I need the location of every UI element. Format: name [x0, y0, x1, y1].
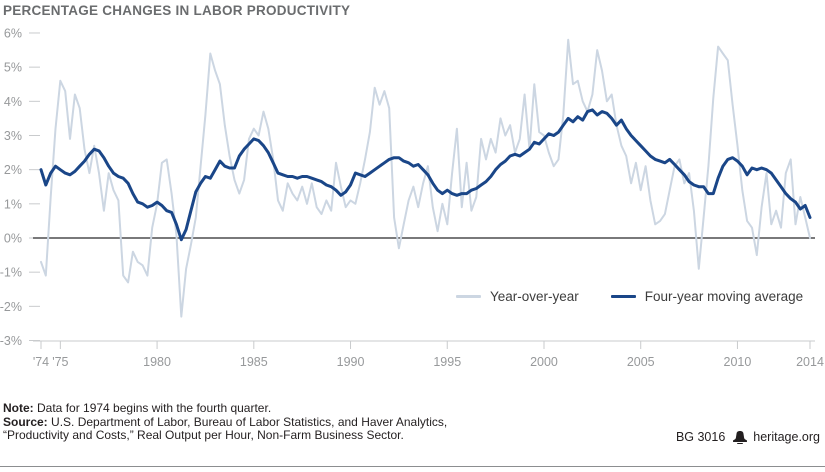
legend-item-moving-average: Four-year moving average — [610, 289, 804, 304]
yoy-series-line — [40, 38, 811, 318]
x-axis-label: 2014 — [796, 355, 824, 369]
site-name: heritage.org — [753, 430, 820, 444]
legend-item-year-over-year: Year-over-year — [456, 289, 579, 304]
source-line-2: “Productivity and Costs,” Real Output pe… — [3, 428, 447, 443]
source-text-2: “Productivity and Costs,” Real Output pe… — [3, 428, 404, 442]
y-axis-label: 3% — [4, 129, 22, 143]
y-axis-label: -1% — [0, 266, 22, 280]
legend-label-ma: Four-year moving average — [644, 289, 804, 304]
x-axis-label: 1995 — [433, 355, 461, 369]
note-line: Note: Data for 1974 begins with the four… — [3, 401, 447, 416]
y-axis-label: -2% — [0, 300, 22, 314]
x-axis-label: 2000 — [530, 355, 558, 369]
branding: BG 3016 heritage.org — [676, 430, 820, 444]
y-axis-label: -3% — [0, 334, 22, 348]
source-line-1: Source: U.S. Department of Labor, Bureau… — [3, 414, 448, 430]
heritage-bell-icon — [733, 430, 748, 444]
legend-label-yoy: Year-over-year — [490, 289, 579, 304]
x-axis-label: 2005 — [627, 355, 655, 369]
x-axis-label: '74 — [33, 355, 49, 369]
x-axis-label: 1985 — [240, 355, 268, 369]
document-id: BG 3016 — [675, 430, 726, 444]
y-axis-label: 0% — [4, 232, 22, 246]
yoy-line-swatch-icon — [456, 295, 481, 298]
source-text-1: U.S. Department of Labor, Bureau of Labo… — [47, 414, 448, 429]
footer-notes: Note: Data for 1974 begins with the four… — [3, 401, 448, 443]
moving-average-series-line — [39, 108, 812, 242]
x-axis-label: 1980 — [143, 355, 171, 369]
note-text: Data for 1974 begins with the fourth qua… — [33, 401, 272, 415]
x-axis-label: '75 — [52, 355, 68, 369]
x-axis-label: 1990 — [337, 355, 365, 369]
source-label: Source: — [3, 414, 48, 429]
labor-productivity-line-chart: 6% 5% 4% 3% 2% 1% 0% -1% -2% -3% '74'75 1980 1985 199… — [0, 26, 824, 369]
chart-title: PERCENTAGE CHANGES IN LABOR PRODUCTIVITY — [3, 3, 351, 18]
x-axis-label: 2010 — [724, 355, 752, 369]
note-label: Note: — [3, 401, 34, 415]
y-axis-label: 2% — [4, 163, 22, 177]
ma-line-swatch-icon — [610, 295, 636, 298]
bottom-divider — [0, 466, 825, 467]
y-axis-label: 5% — [4, 61, 22, 75]
y-axis-label: 6% — [4, 26, 22, 40]
legend: Year-over-year Four-year moving average — [456, 289, 803, 304]
y-axis-label: 4% — [4, 95, 22, 109]
y-axis-label: 1% — [4, 197, 22, 211]
